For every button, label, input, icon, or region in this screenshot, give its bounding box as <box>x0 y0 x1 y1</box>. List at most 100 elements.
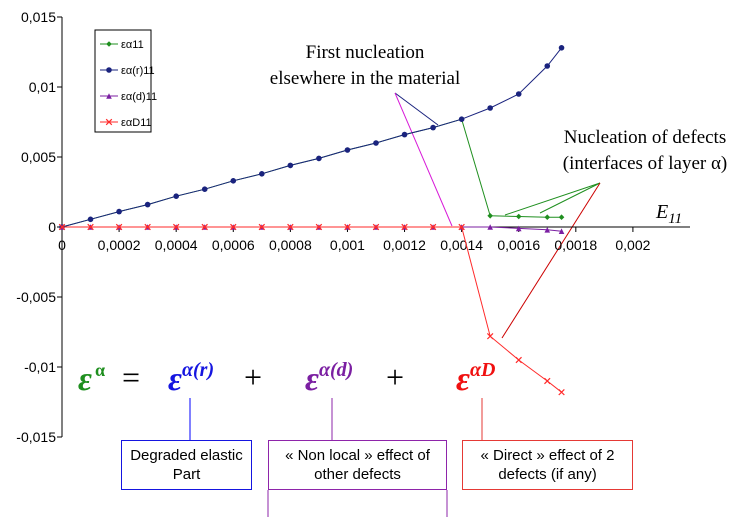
point <box>515 91 522 97</box>
point <box>544 214 551 220</box>
eq-symbol: ε <box>168 361 182 398</box>
point <box>401 131 408 138</box>
eq-sup: α(d) <box>319 359 353 381</box>
y-tick-label: 0,015 <box>21 9 56 25</box>
eq-sup: αD <box>470 359 496 381</box>
y-tick-label: 0,005 <box>21 149 56 165</box>
point <box>173 193 179 199</box>
point <box>144 201 151 208</box>
point <box>373 140 379 146</box>
x-tick-label: 0,0002 <box>98 237 141 253</box>
x-tick-label: 0,001 <box>330 237 365 253</box>
point <box>515 356 522 364</box>
annotation: (interfaces of layer α) <box>563 153 728 174</box>
point <box>287 223 294 231</box>
point <box>544 227 551 233</box>
point <box>558 388 565 396</box>
legend-marker <box>106 41 112 47</box>
point <box>315 223 323 231</box>
leader <box>504 182 601 216</box>
point <box>172 223 180 231</box>
point <box>544 377 551 385</box>
x-tick-label: 0,0014 <box>440 237 483 253</box>
point <box>458 223 465 231</box>
legend-label: εα(r)11 <box>121 65 155 77</box>
eq-sup: α <box>95 360 105 380</box>
point <box>558 214 565 220</box>
y-tick-label: 0 <box>48 219 56 235</box>
eq-equals: = <box>122 359 140 395</box>
point <box>58 223 66 231</box>
point <box>258 223 266 231</box>
point <box>487 105 493 111</box>
x-tick-label: 0,0012 <box>383 237 426 253</box>
x-tick-label: 0,0016 <box>497 237 540 253</box>
y-tick-label: 0,01 <box>29 79 56 95</box>
leader <box>394 92 453 227</box>
point <box>401 223 408 231</box>
eq-term: εα(d) <box>305 359 353 398</box>
annotation: First nucleation <box>306 42 425 63</box>
eq-symbol: ε <box>456 361 470 398</box>
point <box>558 45 565 51</box>
point <box>487 213 493 219</box>
leader <box>539 182 601 214</box>
point <box>259 171 265 177</box>
annotation: Nucleation of defects <box>564 127 726 148</box>
y-tick-label: -0,005 <box>16 289 56 305</box>
x-tick-label: 0,0006 <box>212 237 255 253</box>
legend-marker <box>105 118 113 126</box>
series-line <box>61 118 562 228</box>
point <box>316 155 322 162</box>
y-tick-label: -0,015 <box>16 429 56 445</box>
legend-box <box>94 29 152 133</box>
explanation-box: Degraded elastic Part <box>121 440 252 490</box>
eq-sup: α(r) <box>182 359 214 381</box>
series-line <box>62 226 562 232</box>
point <box>544 63 551 69</box>
point <box>515 225 522 232</box>
point <box>372 223 380 231</box>
x-tick-label: 0 <box>58 237 66 253</box>
x-tick-label: 0,0004 <box>155 237 198 253</box>
y-tick-label: -0,01 <box>24 359 56 375</box>
legend-marker <box>106 93 112 99</box>
point <box>201 186 208 192</box>
point <box>486 332 494 340</box>
legend-label: εα11 <box>121 39 144 51</box>
annotation: elsewhere in the material <box>270 68 460 89</box>
point <box>115 223 123 231</box>
x-axis-label: E11 <box>655 201 682 227</box>
point <box>87 216 94 223</box>
legend-marker <box>106 67 112 73</box>
point <box>116 208 122 215</box>
point <box>87 223 94 231</box>
point <box>344 223 351 231</box>
point <box>344 147 351 153</box>
point <box>230 223 237 231</box>
eq-plus: + <box>386 359 404 395</box>
point <box>144 223 151 231</box>
x-label-sub: 11 <box>668 211 682 227</box>
point <box>230 178 237 184</box>
point <box>458 116 465 122</box>
eq-term: εα(r) <box>168 359 214 398</box>
leader <box>501 182 601 339</box>
x-tick-label: 0,002 <box>615 237 650 253</box>
legend-label: εα(d)11 <box>121 91 157 103</box>
eq-symbol: ε <box>305 361 319 398</box>
eq-term: εαD <box>456 359 495 398</box>
point <box>487 224 493 230</box>
point <box>515 213 522 220</box>
eq-symbol: ε <box>78 361 92 398</box>
explanation-box: « Direct » effect of 2 defects (if any) <box>462 440 633 490</box>
point <box>430 124 436 131</box>
x-label-main: E <box>655 201 668 223</box>
point <box>429 223 437 231</box>
point <box>287 162 294 169</box>
eq-plus: + <box>244 359 262 395</box>
